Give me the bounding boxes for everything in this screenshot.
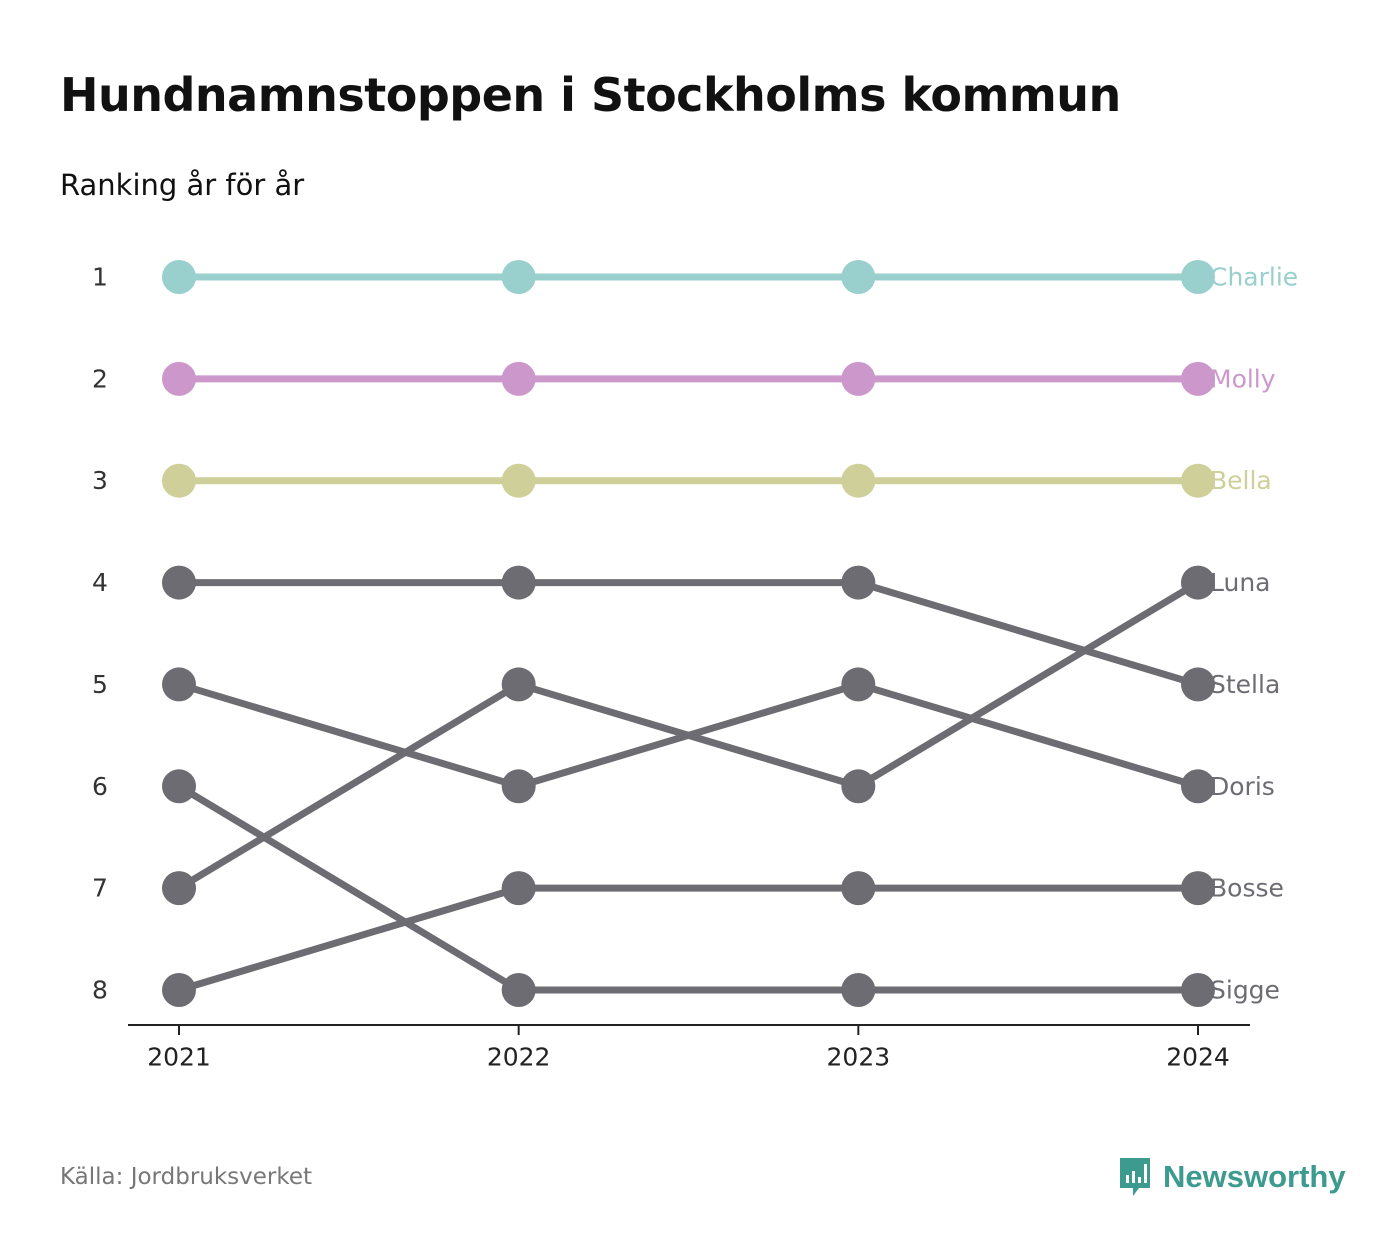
point-stella-2022 (501, 565, 536, 600)
source-note: Källa: Jordbruksverket (60, 1164, 313, 1190)
point-molly-2021 (162, 361, 196, 396)
series-label-doris: Doris (1210, 772, 1275, 801)
point-doris-2023 (841, 667, 876, 702)
point-molly-2024 (1181, 361, 1215, 396)
point-charlie-2022 (501, 260, 536, 294)
rank-label-6: 6 (92, 772, 108, 801)
x-axis-ticks: 2021 2022 2023 2024 (147, 1025, 1230, 1072)
point-sigge-2024 (1181, 973, 1215, 1007)
series-points (162, 260, 1215, 1007)
x-tick-label-2022: 2022 (487, 1043, 551, 1072)
point-molly-2022 (501, 361, 536, 396)
point-bella-2023 (841, 463, 876, 498)
series-line-stella (175, 579, 1202, 688)
point-luna-2024 (1181, 565, 1215, 600)
point-bosse-2023 (841, 871, 876, 906)
rank-label-4: 4 (92, 568, 108, 597)
x-tick-label-2023: 2023 (827, 1043, 891, 1072)
point-sigge-2021 (162, 769, 196, 804)
point-doris-2022 (501, 769, 536, 804)
brand-name: Newsworthy (1163, 1159, 1346, 1194)
rank-label-2: 2 (92, 364, 108, 393)
x-tick-label-2024: 2024 (1166, 1043, 1230, 1072)
point-bella-2024 (1181, 463, 1215, 498)
point-luna-2023 (841, 769, 876, 804)
rank-label-8: 8 (92, 976, 108, 1005)
x-tick-label-2021: 2021 (147, 1043, 211, 1072)
rank-label-5: 5 (92, 670, 108, 699)
point-stella-2023 (841, 565, 876, 600)
series-label-stella: Stella (1210, 670, 1280, 699)
point-stella-2021 (162, 565, 196, 600)
series-line-sigge (175, 782, 1202, 994)
point-bosse-2022 (501, 871, 536, 906)
newsworthy-logo-icon (1120, 1158, 1150, 1196)
point-charlie-2023 (841, 260, 876, 294)
point-luna-2022 (501, 667, 536, 702)
series-label-bosse: Bosse (1210, 874, 1284, 903)
point-bosse-2021 (162, 973, 196, 1007)
series-label-bella: Bella (1210, 466, 1272, 495)
point-doris-2024 (1181, 769, 1215, 804)
point-bella-2022 (501, 463, 536, 498)
rank-label-1: 1 (92, 263, 108, 292)
point-doris-2021 (162, 667, 196, 702)
rank-label-7: 7 (92, 874, 108, 903)
series-label-sigge: Sigge (1210, 976, 1280, 1005)
series-lines (175, 273, 1202, 994)
chart-subtitle: Ranking år för år (60, 168, 305, 202)
y-axis-rank-labels: 1 2 3 4 5 6 7 8 (92, 263, 108, 1005)
series-label-molly: Molly (1210, 364, 1276, 393)
point-bosse-2024 (1181, 871, 1215, 906)
series-line-bosse (175, 884, 1202, 994)
chart-title: Hundnamnstoppen i Stockholms kommun (60, 68, 1121, 122)
point-bella-2021 (162, 463, 196, 498)
series-label-luna: Luna (1210, 568, 1271, 597)
series-line-luna (175, 579, 1202, 892)
series-label-charlie: Charlie (1210, 263, 1298, 292)
series-end-labels: Sigge Bosse Doris Stella Luna Bella Molly Charl… (1210, 263, 1298, 1005)
point-sigge-2022 (501, 973, 536, 1007)
rank-label-3: 3 (92, 466, 108, 495)
point-molly-2023 (841, 361, 876, 396)
bump-chart: 1 2 3 4 5 6 7 8 Sigge Bosse Doris Stella Luna Bella M… (92, 260, 1298, 1072)
point-charlie-2021 (162, 260, 196, 294)
point-charlie-2024 (1181, 260, 1215, 294)
point-sigge-2023 (841, 973, 876, 1007)
newsworthy-brand[interactable]: Newsworthy (1117, 1152, 1346, 1202)
point-stella-2024 (1181, 667, 1215, 702)
point-luna-2021 (162, 871, 196, 906)
